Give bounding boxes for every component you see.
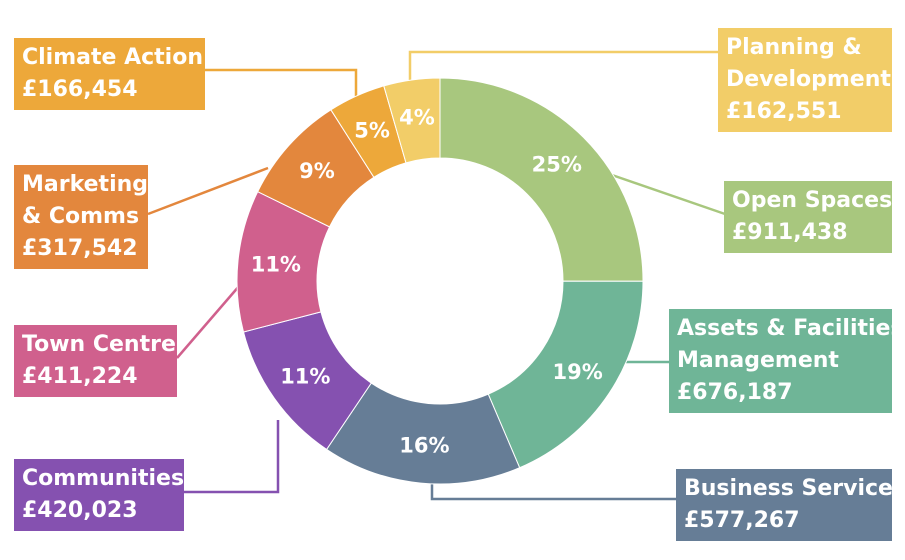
label-value: £577,267 [684, 508, 800, 533]
label-open-spaces: Open Spaces £911,438 [724, 181, 892, 253]
label-value: £162,551 [726, 99, 842, 124]
label-climate-action: Climate Action £166,454 [14, 38, 205, 110]
label-value: £166,454 [22, 77, 138, 102]
label-name-line1: Assets & Facilities [677, 316, 904, 341]
label-value: £420,023 [22, 498, 138, 523]
label-name: Climate Action [22, 45, 203, 70]
label-name: Business Services [684, 476, 905, 501]
label-name-line1: Marketing [22, 172, 149, 197]
percent-label-open_spaces: 25% [532, 152, 582, 176]
label-communities: Communities £420,023 [14, 459, 184, 531]
slice-planning [383, 77, 441, 164]
label-marketing-comms: Marketing & Comms £317,542 [14, 165, 148, 269]
percent-label-communities: 11% [280, 364, 330, 388]
percent-labels: 25% 19% 16% 11% 11% 9% 5% 4% [251, 106, 603, 458]
donut-slices [236, 77, 644, 485]
label-name-line2: Management [677, 348, 839, 373]
percent-label-town_centre: 11% [251, 252, 301, 276]
leader-line-communities [184, 420, 280, 494]
leader-line-climate [205, 68, 358, 100]
label-assets-facilities: Assets & Facilities Management £676,187 [669, 309, 904, 413]
label-business-services: Business Services £577,267 [676, 469, 905, 541]
label-planning-development: Planning & Development £162,551 [718, 28, 892, 132]
percent-label-assets: 19% [552, 360, 602, 384]
label-value: £317,542 [22, 236, 138, 261]
label-value: £411,224 [22, 364, 138, 389]
slice-open_spaces [439, 77, 644, 282]
label-name: Town Centre [22, 332, 176, 357]
percent-label-marketing: 9% [299, 159, 335, 183]
leader-line-open_spaces [611, 173, 726, 216]
label-value: £676,187 [677, 380, 793, 405]
label-name-line2: & Comms [22, 204, 140, 229]
label-name: Communities [22, 466, 185, 491]
label-name-line1: Planning & [726, 35, 862, 60]
percent-label-planning: 4% [399, 106, 435, 130]
percent-label-business: 16% [399, 433, 449, 457]
percent-label-climate: 5% [354, 119, 390, 143]
label-name-line2: Development [726, 67, 891, 92]
leader-line-planning [408, 50, 719, 88]
leader-line-marketing [147, 166, 269, 216]
label-town-centre: Town Centre £411,224 [14, 325, 177, 397]
leader-line-town_centre [176, 284, 241, 359]
label-name: Open Spaces [732, 188, 893, 213]
label-value: £911,438 [732, 220, 848, 245]
